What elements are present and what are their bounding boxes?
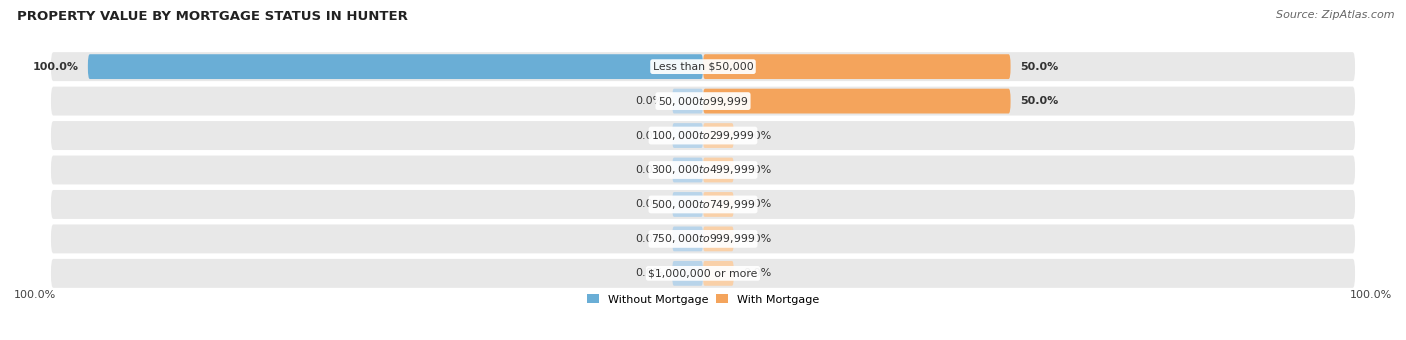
Text: 50.0%: 50.0% [1019, 96, 1059, 106]
Legend: Without Mortgage, With Mortgage: Without Mortgage, With Mortgage [582, 290, 824, 309]
Text: $50,000 to $99,999: $50,000 to $99,999 [658, 95, 748, 107]
Text: $500,000 to $749,999: $500,000 to $749,999 [651, 198, 755, 211]
Text: Source: ZipAtlas.com: Source: ZipAtlas.com [1277, 10, 1395, 20]
Text: 0.0%: 0.0% [634, 96, 664, 106]
Text: 0.0%: 0.0% [634, 268, 664, 278]
Text: PROPERTY VALUE BY MORTGAGE STATUS IN HUNTER: PROPERTY VALUE BY MORTGAGE STATUS IN HUN… [17, 10, 408, 23]
FancyBboxPatch shape [51, 52, 1355, 81]
FancyBboxPatch shape [51, 87, 1355, 116]
Text: 0.0%: 0.0% [742, 234, 772, 244]
Text: 0.0%: 0.0% [634, 234, 664, 244]
FancyBboxPatch shape [51, 259, 1355, 288]
FancyBboxPatch shape [672, 123, 703, 148]
FancyBboxPatch shape [672, 89, 703, 114]
Text: 0.0%: 0.0% [742, 165, 772, 175]
FancyBboxPatch shape [672, 158, 703, 182]
FancyBboxPatch shape [51, 190, 1355, 219]
FancyBboxPatch shape [672, 226, 703, 251]
FancyBboxPatch shape [51, 155, 1355, 185]
FancyBboxPatch shape [703, 54, 1011, 79]
FancyBboxPatch shape [51, 121, 1355, 150]
FancyBboxPatch shape [703, 123, 734, 148]
Text: $1,000,000 or more: $1,000,000 or more [648, 268, 758, 278]
Text: 100.0%: 100.0% [14, 290, 56, 300]
Text: 0.0%: 0.0% [634, 131, 664, 140]
FancyBboxPatch shape [672, 192, 703, 217]
FancyBboxPatch shape [51, 224, 1355, 253]
Text: 50.0%: 50.0% [1019, 62, 1059, 72]
Text: 0.0%: 0.0% [634, 165, 664, 175]
Text: 0.0%: 0.0% [742, 200, 772, 209]
FancyBboxPatch shape [87, 54, 703, 79]
FancyBboxPatch shape [703, 261, 734, 286]
FancyBboxPatch shape [672, 261, 703, 286]
Text: 100.0%: 100.0% [1350, 290, 1392, 300]
Text: 100.0%: 100.0% [32, 62, 79, 72]
Text: Less than $50,000: Less than $50,000 [652, 62, 754, 72]
Text: 0.0%: 0.0% [742, 268, 772, 278]
Text: $100,000 to $299,999: $100,000 to $299,999 [651, 129, 755, 142]
FancyBboxPatch shape [703, 192, 734, 217]
Text: $300,000 to $499,999: $300,000 to $499,999 [651, 164, 755, 176]
Text: $750,000 to $999,999: $750,000 to $999,999 [651, 233, 755, 245]
FancyBboxPatch shape [703, 89, 1011, 114]
FancyBboxPatch shape [703, 226, 734, 251]
Text: 0.0%: 0.0% [634, 200, 664, 209]
FancyBboxPatch shape [703, 158, 734, 182]
Text: 0.0%: 0.0% [742, 131, 772, 140]
